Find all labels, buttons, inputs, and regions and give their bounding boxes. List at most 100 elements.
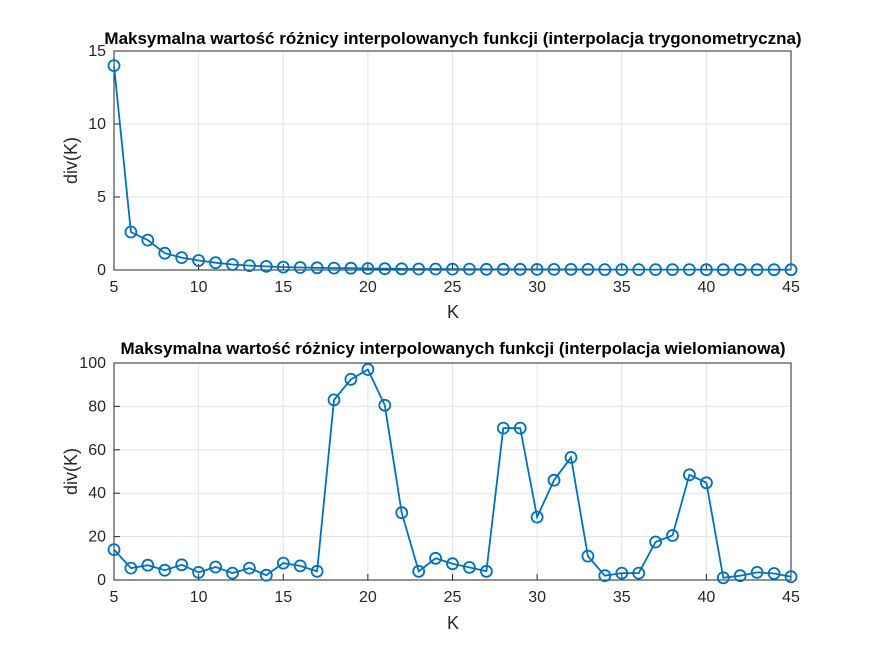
- data-point: [361, 262, 375, 275]
- chart-title: Maksymalna wartość różnicy interpolowany…: [104, 29, 801, 48]
- data-point: [412, 564, 426, 578]
- x-axis-label: K: [447, 302, 459, 322]
- data-point: [700, 263, 713, 277]
- y-tick-label: 10: [88, 116, 106, 133]
- chart-trigonometric: Maksymalna wartość różnicy interpolowany…: [61, 29, 802, 322]
- data-point: [293, 261, 307, 274]
- data-point: [784, 570, 798, 584]
- data-point: [700, 476, 713, 490]
- data-point: [429, 551, 443, 565]
- x-tick-label: 10: [190, 279, 208, 296]
- data-point: [615, 263, 629, 277]
- x-tick-label: 40: [697, 589, 715, 606]
- data-point: [141, 233, 155, 247]
- x-tick-label: 20: [359, 589, 377, 606]
- x-tick-label: 45: [782, 279, 800, 296]
- data-point: [395, 506, 409, 520]
- data-point: [429, 262, 443, 276]
- x-tick-label: 25: [444, 589, 462, 606]
- y-tick-label: 0: [97, 262, 106, 279]
- data-point: [361, 363, 375, 376]
- data-point: [242, 561, 256, 575]
- data-point: [124, 561, 138, 575]
- y-tick-label: 20: [88, 529, 106, 546]
- data-point: [564, 450, 578, 464]
- data-point: [649, 535, 662, 549]
- data-point: [496, 421, 510, 435]
- x-axis-label: K: [447, 613, 459, 633]
- data-point: [615, 566, 629, 580]
- data-point: [175, 558, 189, 572]
- x-tick-label: 45: [782, 589, 800, 606]
- data-point: [733, 569, 747, 583]
- x-tick-label: 10: [190, 589, 208, 606]
- x-tick-label: 35: [613, 589, 631, 606]
- data-point: [310, 564, 324, 578]
- data-point: [666, 263, 679, 277]
- data-point: [598, 569, 612, 583]
- data-point: [462, 561, 476, 574]
- data-point: [598, 263, 612, 277]
- y-axis-label: div(K): [61, 137, 81, 184]
- data-point: [683, 468, 696, 482]
- data-point: [581, 549, 595, 563]
- data-point: [192, 254, 206, 267]
- data-point: [293, 559, 307, 573]
- data-point: [767, 263, 781, 277]
- x-tick-label: 15: [274, 589, 292, 606]
- data-point: [547, 473, 561, 487]
- data-point: [107, 543, 121, 556]
- x-ticks: 5 10 15 20 25 30 35 40 45: [110, 574, 800, 606]
- data-point: [412, 262, 426, 276]
- x-tick-label: 30: [528, 589, 546, 606]
- data-point: [564, 262, 578, 276]
- data-point: [683, 263, 696, 277]
- data-point: [632, 263, 646, 277]
- data-point: [276, 556, 290, 570]
- data-point: [479, 564, 493, 578]
- data-point: [446, 557, 459, 571]
- data-point: [649, 263, 662, 277]
- x-tick-label: 20: [359, 279, 377, 296]
- y-tick-label: 60: [88, 442, 106, 459]
- x-tick-label: 35: [613, 279, 631, 296]
- x-tick-label: 5: [110, 589, 119, 606]
- series-markers: [107, 363, 798, 585]
- data-point: [767, 567, 781, 580]
- y-tick-label: 80: [88, 398, 106, 415]
- y-tick-label: 0: [97, 572, 106, 589]
- data-point: [716, 263, 730, 277]
- data-point: [462, 262, 476, 276]
- data-point: [378, 262, 392, 276]
- data-point: [158, 246, 172, 260]
- y-tick-label: 100: [79, 355, 106, 372]
- data-point: [141, 558, 155, 572]
- chart-title: Maksymalna wartość różnicy interpolowany…: [120, 339, 785, 358]
- data-point: [733, 263, 747, 277]
- data-point: [344, 261, 358, 275]
- data-point: [496, 262, 510, 276]
- y-ticks: 0 5 10 15: [88, 43, 120, 279]
- data-point: [209, 256, 223, 270]
- chart-polynomial: Maksymalna wartość różnicy interpolowany…: [61, 339, 800, 633]
- y-axis-label: div(K): [61, 448, 81, 495]
- data-point: [175, 251, 189, 265]
- y-tick-label: 40: [88, 485, 106, 502]
- data-point: [209, 560, 223, 574]
- data-point: [750, 566, 764, 579]
- data-point: [378, 398, 392, 412]
- y-ticks: 0 20 40 60 80 100: [79, 355, 120, 589]
- data-point: [750, 263, 764, 277]
- data-point: [344, 372, 358, 386]
- x-tick-label: 15: [274, 279, 292, 296]
- data-point: [479, 262, 493, 276]
- y-tick-label: 5: [97, 189, 106, 206]
- data-point: [259, 568, 273, 582]
- data-point: [581, 262, 595, 276]
- data-point: [632, 566, 646, 580]
- series-markers: [107, 59, 798, 277]
- data-point: [666, 529, 679, 542]
- data-point: [547, 262, 561, 276]
- x-tick-label: 40: [697, 279, 715, 296]
